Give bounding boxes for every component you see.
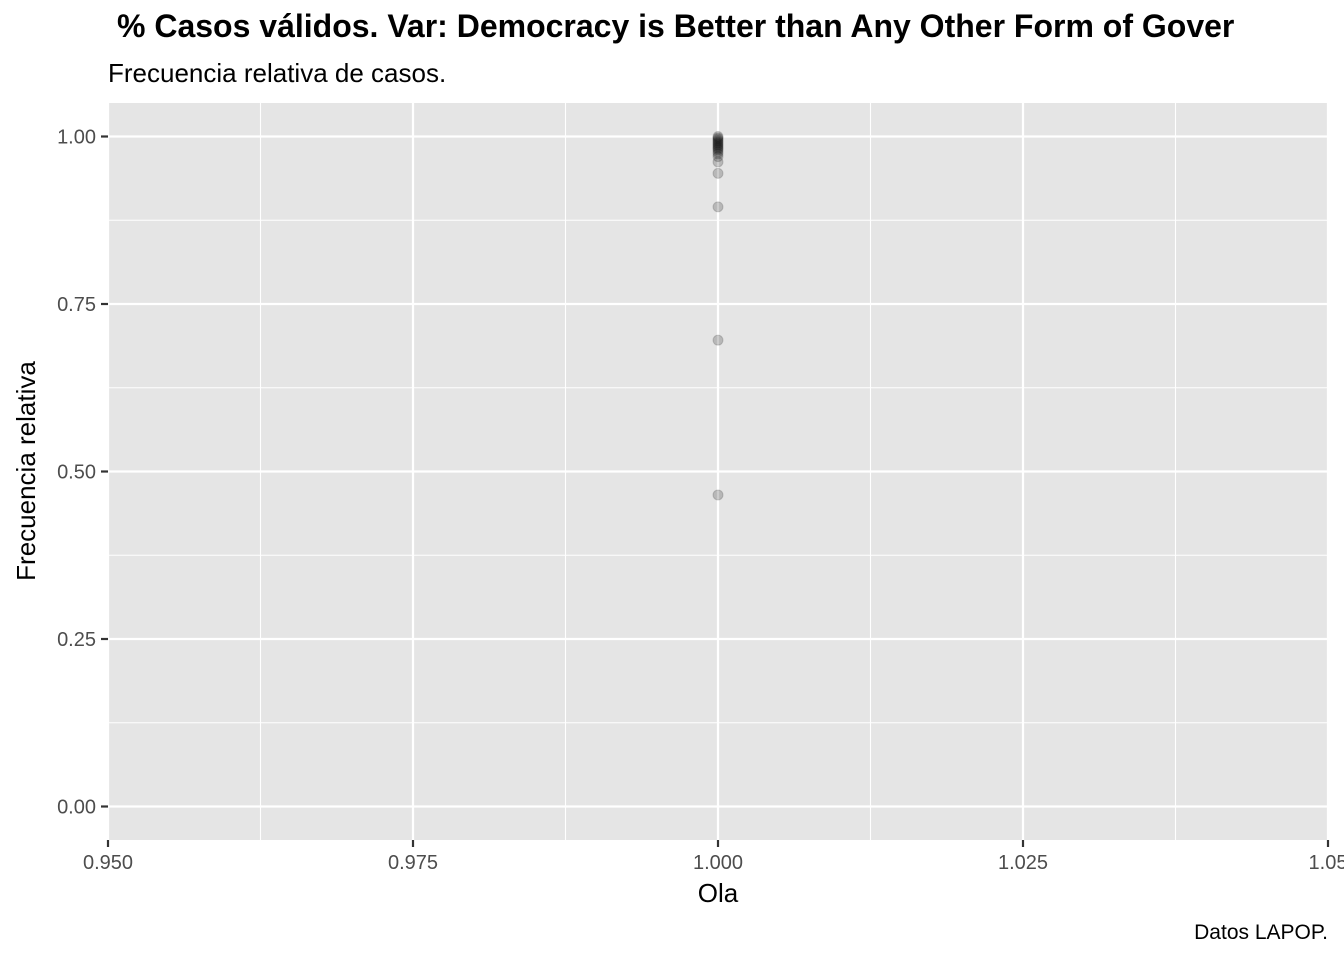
data-point (712, 146, 724, 158)
x-tick-label: 1.000 (693, 852, 743, 874)
points-layer (712, 131, 724, 501)
data-point (712, 137, 724, 149)
x-tick-label: 1.05 (1309, 852, 1344, 874)
x-tick-label: 0.950 (83, 852, 133, 874)
data-point (712, 140, 724, 152)
x-tick-label: 0.975 (388, 852, 438, 874)
data-point (712, 133, 724, 145)
y-axis-title: Frecuencia relativa (11, 361, 41, 581)
y-tick-label: 0.75 (57, 294, 96, 316)
chart-subtitle: Frecuencia relativa de casos. (108, 58, 447, 88)
chart-caption: Datos LAPOP. (1194, 921, 1328, 944)
data-point (712, 136, 724, 148)
data-point (712, 334, 724, 346)
y-tick-label: 1.00 (57, 127, 96, 149)
data-point (712, 201, 724, 213)
data-point (712, 143, 724, 155)
data-point (712, 156, 724, 168)
x-axis-title: Ola (698, 878, 739, 908)
data-point (712, 151, 724, 163)
data-point (712, 144, 724, 156)
data-point (712, 167, 724, 179)
x-axis: 0.950 0.975 1.000 1.025 1.05 (83, 840, 1344, 874)
x-tick-label: 1.025 (998, 852, 1048, 874)
data-point (712, 139, 724, 151)
data-point (712, 135, 724, 147)
y-tick-label: 0.50 (57, 462, 96, 484)
data-point (712, 132, 724, 144)
data-point (712, 141, 724, 153)
chart-title: % Casos válidos. Var: Democracy is Bette… (117, 8, 1235, 44)
y-tick-label: 0.25 (57, 629, 96, 651)
y-axis: 0.00 0.25 0.50 0.75 1.00 (57, 127, 108, 819)
data-point (712, 148, 724, 160)
y-tick-label: 0.00 (57, 797, 96, 819)
data-point (712, 489, 724, 501)
data-point (712, 131, 724, 142)
